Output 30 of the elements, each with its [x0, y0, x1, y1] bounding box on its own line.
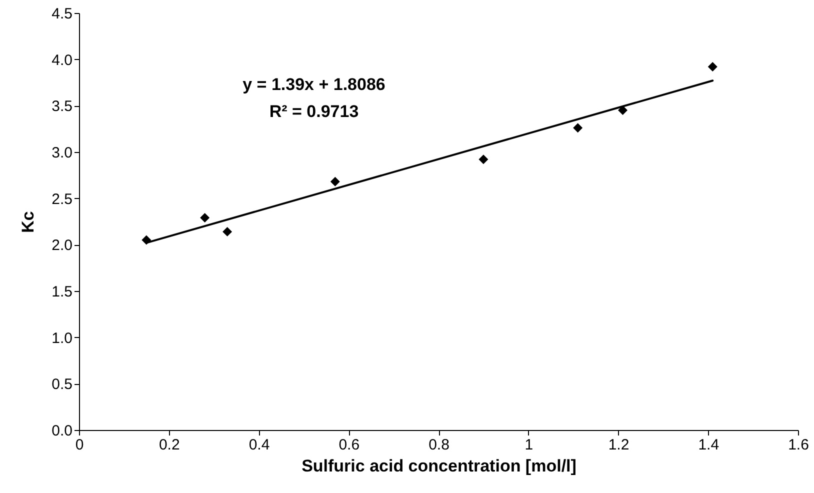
point	[222, 226, 232, 236]
y-tick-label: 1.0	[52, 330, 72, 347]
x-tick-label: 0.8	[428, 436, 450, 454]
point	[618, 106, 628, 116]
y-tick-label: 3.0	[52, 144, 72, 162]
y-tick-label: 1.5	[52, 284, 72, 300]
point	[478, 154, 488, 164]
x-tick-label: 0.4	[248, 436, 270, 454]
annotation: y = 1.39x + 1.8086	[242, 75, 386, 94]
x-tick-label: 0	[75, 436, 84, 454]
x-tick-label: 0.2	[158, 436, 180, 454]
x-tick-label: 1.4	[698, 436, 720, 454]
y-axis-title: Kc	[18, 211, 38, 233]
point	[573, 123, 583, 133]
y-tick-label: 4.5	[52, 6, 72, 22]
x-tick-label: 1.2	[608, 436, 630, 454]
annotation: R² = 0.9713	[269, 102, 359, 121]
y-tick-label: 3.5	[52, 98, 72, 116]
y-tick-label: 0.0	[52, 422, 72, 440]
x-tick-label: 1.6	[788, 436, 809, 454]
point	[330, 176, 340, 186]
y-tick-label: 2.5	[52, 190, 72, 208]
x-tick-label: 0.6	[338, 436, 360, 454]
x-axis-title: Sulfuric acid concentration [mol/l]	[302, 456, 576, 476]
x-tick-label: 1	[524, 436, 534, 454]
point	[200, 213, 210, 223]
point	[708, 62, 718, 72]
y-tick-label: 4.0	[52, 52, 72, 69]
y-tick-label: 2.0	[52, 237, 72, 254]
y-tick-label: 0.5	[52, 376, 72, 394]
